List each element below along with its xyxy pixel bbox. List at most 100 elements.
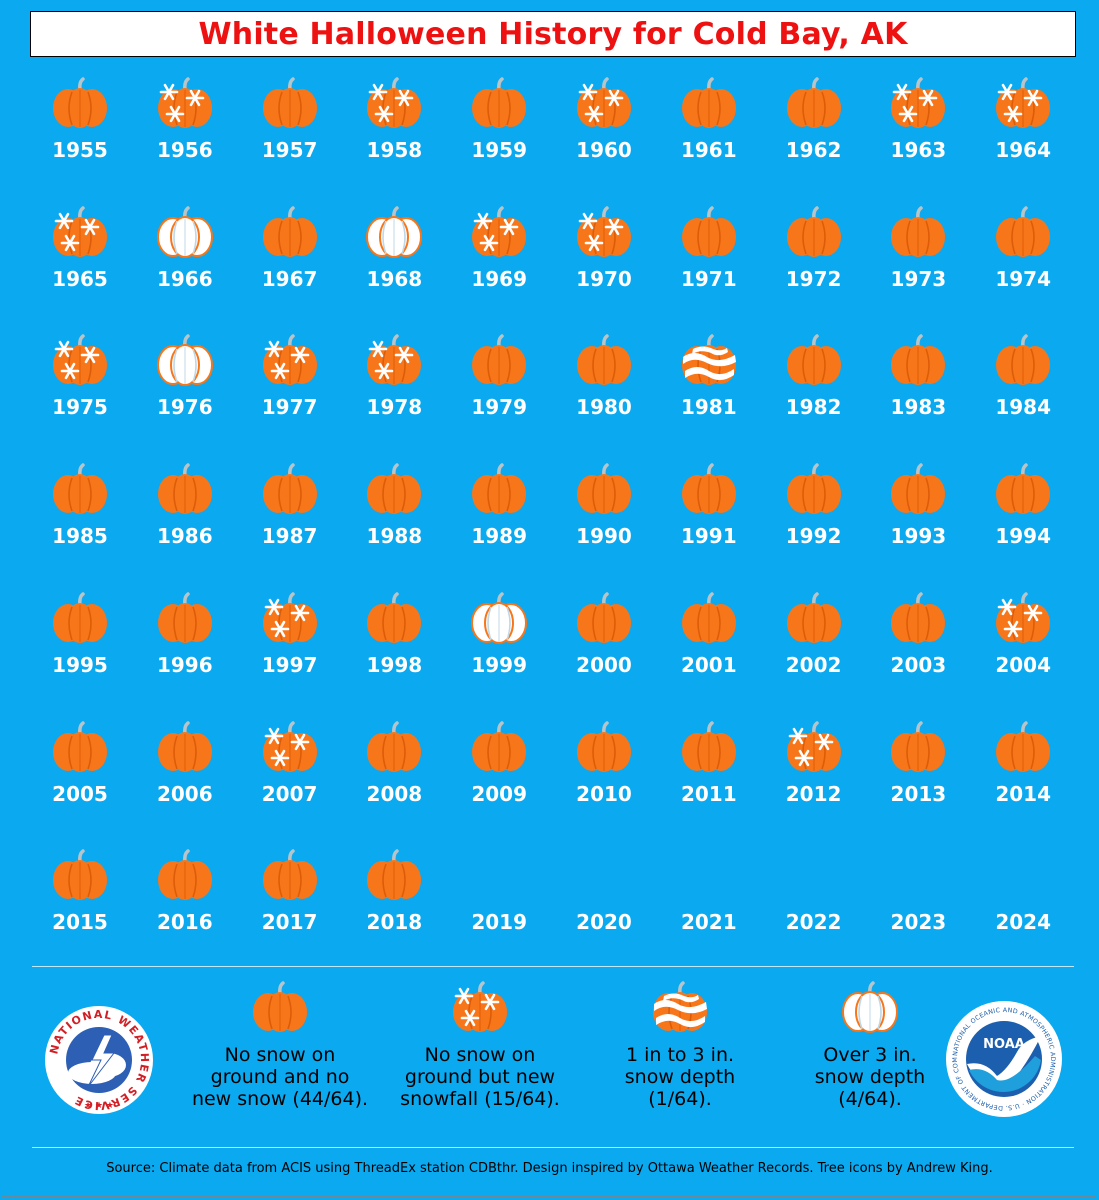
year-label: 2005 — [52, 781, 108, 806]
year-cell: 2010 — [552, 720, 656, 840]
year-label: 1965 — [52, 266, 108, 291]
legend-pumpkin-icon — [790, 980, 950, 1034]
source-note: Source: Climate data from ACIS using Thr… — [106, 1161, 993, 1176]
legend-item: 1 in to 3 in. snow depth (1/64). — [590, 980, 770, 1110]
title-box: White Halloween History for Cold Bay, AK — [30, 11, 1076, 57]
year-grid: 1955 1956 1957 1958 1959 1960 1961 1962 1963 1964… — [28, 76, 1075, 935]
year-label: 2010 — [576, 781, 632, 806]
year-label: 1986 — [156, 524, 213, 549]
year-cell: 1980 — [552, 333, 656, 453]
legend-pumpkin-icon — [590, 980, 770, 1034]
year-label: 1959 — [471, 138, 528, 162]
year-cell: 2018 — [342, 848, 446, 968]
year-label: 1981 — [680, 395, 737, 420]
year-cell: 1986 — [133, 462, 237, 582]
year-cell: 2022 — [762, 848, 866, 968]
year-label: 1983 — [890, 395, 947, 420]
year-label: 1982 — [785, 395, 842, 420]
year-label: 2004 — [995, 652, 1052, 677]
year-label: 2021 — [680, 910, 737, 935]
year-label: 1971 — [680, 266, 737, 291]
year-cell: 2002 — [762, 591, 866, 711]
year-cell: 1983 — [866, 333, 970, 453]
year-label: 1966 — [156, 266, 213, 291]
legend-pumpkin-icon — [150, 980, 410, 1034]
year-cell: 2017 — [238, 848, 342, 968]
year-cell: 1988 — [342, 462, 446, 582]
year-label: 1956 — [156, 138, 213, 162]
year-label: 1999 — [471, 652, 528, 677]
year-cell: 1993 — [866, 462, 970, 582]
year-cell: 1979 — [447, 333, 551, 453]
noaa-logo-icon: NOAA NATIONAL OCEANIC AND ATMOSPHERIC AD… — [945, 1000, 1062, 1117]
year-cell: 1972 — [762, 205, 866, 325]
year-label: 1994 — [995, 524, 1052, 549]
year-label: 2009 — [471, 781, 528, 806]
year-label: 2022 — [785, 910, 842, 935]
year-label: 1963 — [890, 138, 947, 162]
year-cell: 1985 — [28, 462, 132, 582]
year-cell: 2019 — [447, 848, 551, 968]
year-label: 1961 — [680, 138, 737, 162]
year-cell: 1970 — [552, 205, 656, 325]
year-label: 2015 — [52, 910, 108, 935]
year-cell: 2015 — [28, 848, 132, 968]
year-cell: 1959 — [447, 76, 551, 196]
year-label: 1996 — [156, 652, 213, 677]
year-label: 1957 — [261, 138, 318, 162]
year-cell: 2023 — [866, 848, 970, 968]
year-cell: 1978 — [342, 333, 446, 453]
year-label: 2024 — [995, 910, 1052, 935]
year-label: 1985 — [52, 524, 108, 549]
year-label: 1997 — [261, 652, 318, 677]
year-label: 2007 — [261, 781, 318, 806]
year-label: 2002 — [785, 652, 842, 677]
year-cell: 2011 — [657, 720, 761, 840]
year-label: 1962 — [785, 138, 842, 162]
year-cell: 1958 — [342, 76, 446, 196]
legend-label: No snow on ground and no new snow (44/64… — [191, 1044, 369, 1110]
year-label: 2013 — [890, 781, 947, 806]
year-cell: 1962 — [762, 76, 866, 196]
year-label: 1991 — [680, 524, 737, 549]
year-cell: 2000 — [552, 591, 656, 711]
year-cell: 1976 — [133, 333, 237, 453]
year-label: 2012 — [785, 781, 842, 806]
year-cell: 1963 — [866, 76, 970, 196]
year-label: 2003 — [890, 652, 947, 677]
year-cell: 2001 — [657, 591, 761, 711]
year-cell: 2020 — [552, 848, 656, 968]
year-cell: 1957 — [238, 76, 342, 196]
year-cell: 1965 — [28, 205, 132, 325]
year-cell: 1967 — [238, 205, 342, 325]
year-cell: 2004 — [971, 591, 1075, 711]
year-cell: 2013 — [866, 720, 970, 840]
year-label: 1987 — [261, 524, 318, 549]
year-cell: 1966 — [133, 205, 237, 325]
year-label: 2019 — [471, 910, 528, 935]
year-cell: 1981 — [657, 333, 761, 453]
year-cell: 1991 — [657, 462, 761, 582]
year-cell: 1977 — [238, 333, 342, 453]
year-cell: 2009 — [447, 720, 551, 840]
divider-top — [32, 966, 1074, 967]
year-label: 1995 — [52, 652, 108, 677]
year-label: 2020 — [576, 910, 632, 935]
year-label: 2011 — [680, 781, 737, 806]
legend-label: Over 3 in. snow depth (4/64). — [814, 1044, 926, 1110]
divider-bottom — [32, 1147, 1074, 1148]
year-label: 1968 — [366, 266, 423, 291]
legend-item: Over 3 in. snow depth (4/64). — [790, 980, 950, 1110]
year-label: 1972 — [785, 266, 842, 291]
year-cell: 1992 — [762, 462, 866, 582]
year-label: 1980 — [576, 395, 632, 420]
year-cell: 1999 — [447, 591, 551, 711]
year-cell: 1961 — [657, 76, 761, 196]
year-cell: 2012 — [762, 720, 866, 840]
year-cell: 1955 — [28, 76, 132, 196]
year-cell: 2024 — [971, 848, 1075, 968]
year-label: 2008 — [366, 781, 423, 806]
legend-item: No snow on ground but new snowfall (15/6… — [380, 980, 580, 1110]
year-cell: 1969 — [447, 205, 551, 325]
